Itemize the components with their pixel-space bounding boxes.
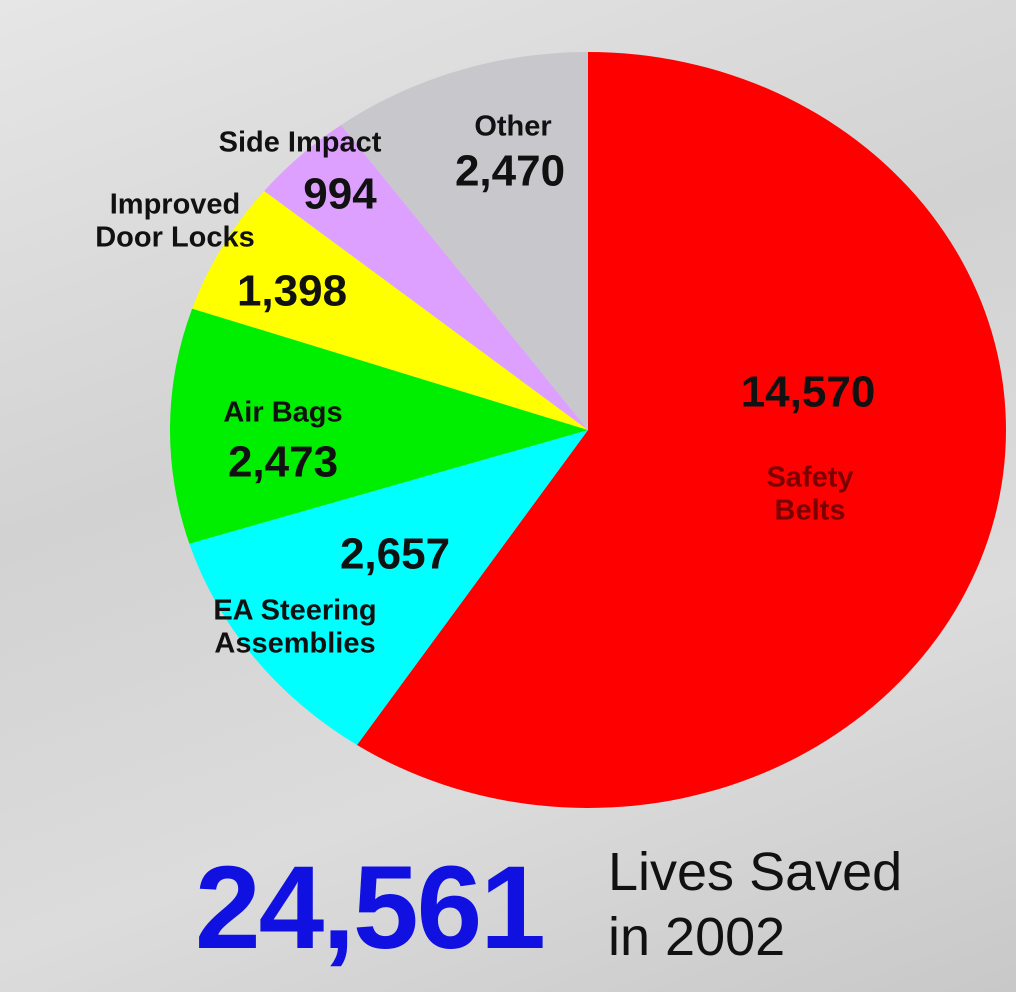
slice-name: Side Impact — [219, 126, 382, 159]
total-label: 24,561 — [195, 840, 544, 976]
value-label: 2,473 — [228, 438, 338, 489]
slice-name: Other — [474, 110, 551, 143]
slice-name: Air Bags — [223, 396, 342, 429]
value-label: 2,657 — [340, 530, 450, 581]
slice-name: Improved Door Locks — [75, 189, 275, 256]
value-label: 1,398 — [237, 267, 347, 318]
value-label: 994 — [303, 170, 376, 221]
value-label: 2,470 — [455, 147, 565, 198]
caption: Lives Saved in 2002 — [608, 840, 928, 970]
value-label: 14,570 — [741, 368, 876, 419]
slice-name: Safety Belts — [745, 462, 875, 529]
slice-name: EA Steering Assemblies — [175, 595, 415, 662]
chart: 24,561 Lives Saved in 2002 Safety Belts 1… — [0, 0, 1016, 992]
